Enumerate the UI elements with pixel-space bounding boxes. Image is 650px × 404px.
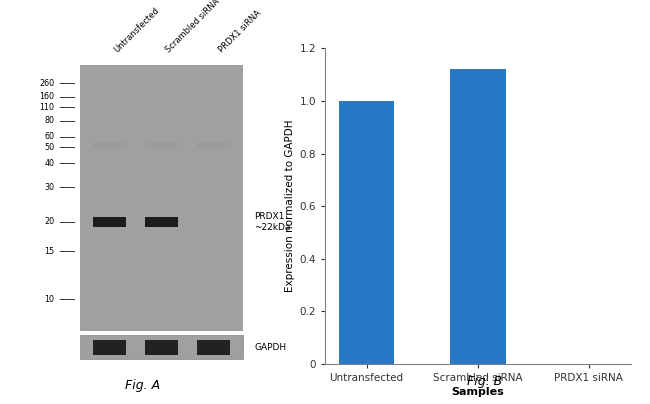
- Text: 15: 15: [44, 247, 55, 256]
- Bar: [80, 335, 243, 359]
- Text: PRDX1 siRNA: PRDX1 siRNA: [216, 8, 263, 55]
- Text: 10: 10: [44, 295, 55, 304]
- Text: Fig. A: Fig. A: [125, 379, 161, 392]
- Text: 20: 20: [44, 217, 55, 227]
- Text: 50: 50: [44, 143, 55, 152]
- Bar: [339, 101, 395, 364]
- Text: Fig. B: Fig. B: [467, 375, 502, 388]
- Text: GAPDH: GAPDH: [255, 343, 287, 352]
- Text: 30: 30: [44, 183, 55, 192]
- Bar: [93, 217, 125, 227]
- Text: 60: 60: [44, 132, 55, 141]
- Text: 260: 260: [39, 79, 55, 88]
- Y-axis label: Expression normalized to GAPDH: Expression normalized to GAPDH: [285, 120, 295, 292]
- Bar: [93, 340, 125, 355]
- Bar: [146, 142, 178, 148]
- Bar: [450, 69, 506, 364]
- X-axis label: Samples: Samples: [451, 387, 504, 397]
- Text: Scrambled siRNA: Scrambled siRNA: [164, 0, 222, 55]
- Text: Untransfected: Untransfected: [112, 6, 161, 55]
- Text: 160: 160: [40, 92, 55, 101]
- Bar: [93, 142, 125, 148]
- Text: PRDX1
~22kDa: PRDX1 ~22kDa: [255, 212, 291, 232]
- Bar: [80, 65, 243, 331]
- Text: 80: 80: [44, 116, 55, 125]
- Bar: [198, 340, 230, 355]
- Bar: [146, 217, 178, 227]
- Bar: [198, 142, 230, 148]
- Text: 110: 110: [40, 103, 55, 112]
- Bar: [146, 340, 178, 355]
- Text: 40: 40: [44, 159, 55, 168]
